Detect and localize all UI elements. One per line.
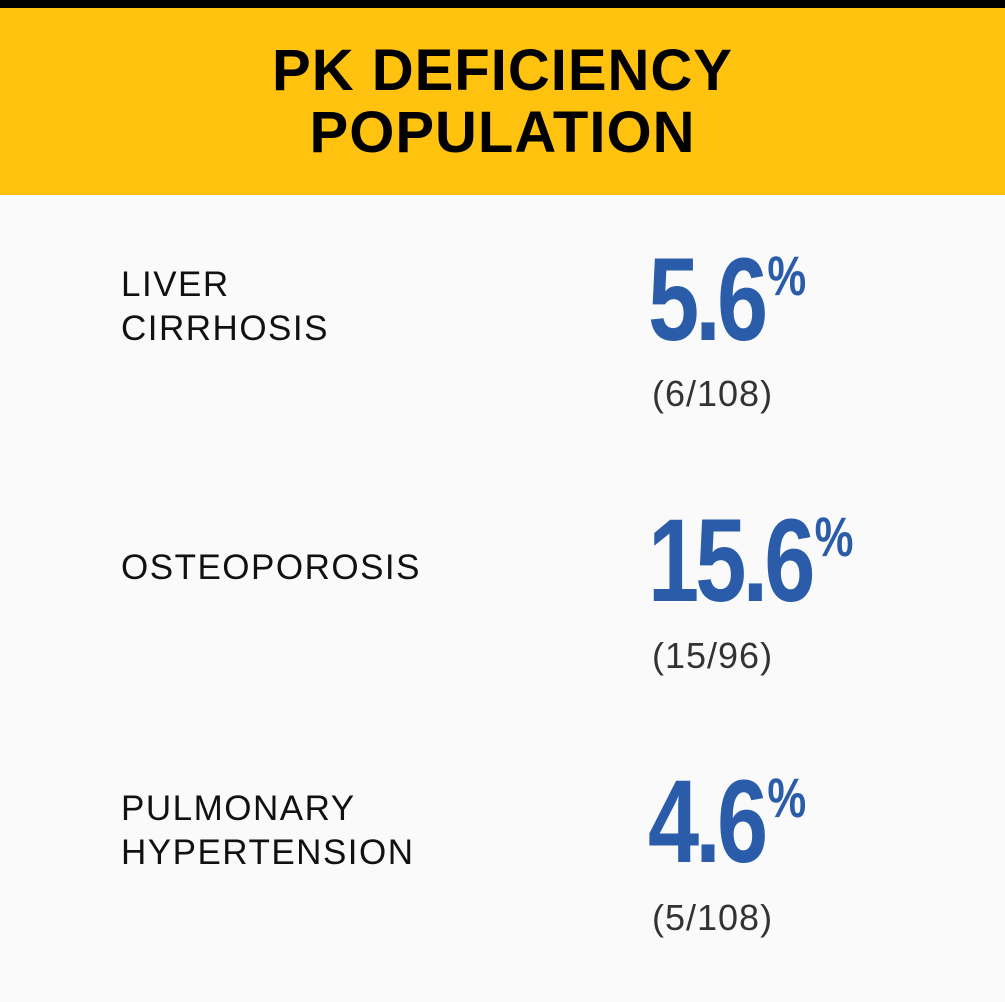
stat-percentage: 4.6 % — [648, 756, 807, 888]
condition-label: PULMONARY HYPERTENSION — [121, 789, 415, 872]
header-banner: PK DEFICIENCY POPULATION — [0, 8, 1005, 195]
top-border — [0, 0, 1005, 8]
page-title: PK DEFICIENCY POPULATION — [272, 37, 733, 165]
stat-ratio: (15/96) — [652, 635, 774, 676]
stat-percentage: 15.6 % — [648, 495, 854, 627]
condition-label: OSTEOPOROSIS — [121, 548, 421, 587]
percent-sign: % — [767, 766, 807, 829]
stat-value: 15.6 — [648, 495, 815, 627]
stat-value: 4.6 — [648, 756, 768, 888]
stat-percentage: 5.6 % — [648, 234, 807, 366]
stat-ratio: (6/108) — [652, 373, 774, 414]
stat-ratio: (5/108) — [652, 897, 774, 938]
percent-sign: % — [767, 244, 807, 307]
condition-label: LIVER CIRRHOSIS — [121, 265, 329, 348]
percent-sign: % — [814, 505, 854, 568]
stat-value: 5.6 — [648, 234, 768, 366]
